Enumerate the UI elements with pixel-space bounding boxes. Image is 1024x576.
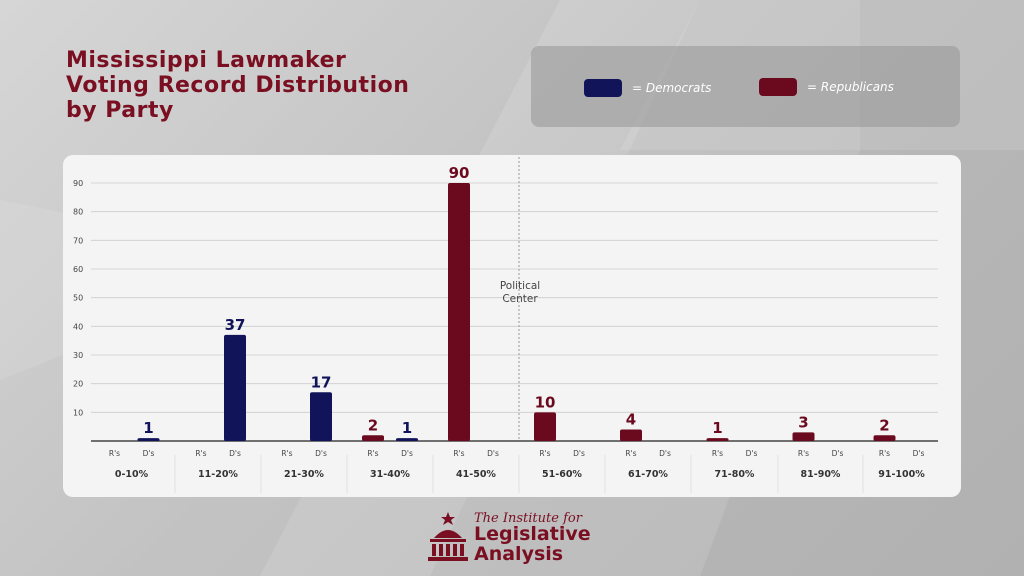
bar-democrats (137, 438, 160, 441)
data-label: 17 (311, 373, 332, 391)
y-tick-label: 20 (73, 380, 83, 389)
bar-republicans (534, 412, 556, 441)
legend-swatch-democrats (584, 79, 622, 97)
bar-republicans (706, 438, 729, 441)
sub-label-democrats: D's (487, 449, 499, 458)
category-label: 81-90% (801, 469, 841, 480)
y-tick-label: 70 (73, 236, 83, 245)
category-label: 91-100% (878, 469, 925, 480)
category-label: 21-30% (284, 469, 324, 480)
sub-label-republicans: R's (281, 449, 292, 458)
sub-label-democrats: D's (315, 449, 327, 458)
legend-label-democrats: = Democrats (632, 81, 712, 95)
category-label: 41-50% (456, 469, 496, 480)
sub-label-republicans: R's (109, 449, 120, 458)
sub-label-democrats: D's (143, 449, 155, 458)
data-label: 2 (879, 416, 889, 434)
sub-label-democrats: D's (832, 449, 844, 458)
sub-label-democrats: D's (746, 449, 758, 458)
data-label: 3 (798, 413, 808, 431)
political-center-annotation: Center (502, 293, 538, 305)
bar-republicans (792, 432, 815, 441)
sub-label-democrats: D's (659, 449, 671, 458)
y-tick-label: 50 (73, 294, 83, 303)
bar-democrats (310, 392, 332, 441)
bar-republicans (448, 183, 470, 441)
chart-legend: = Democrats = Republicans (531, 46, 960, 127)
y-tick-label: 60 (73, 265, 83, 274)
category-label: 11-20% (198, 469, 238, 480)
y-tick-label: 90 (73, 179, 83, 188)
sub-label-democrats: D's (913, 449, 925, 458)
data-label: 2 (368, 416, 378, 434)
data-label: 1 (402, 419, 412, 437)
legend-item-republicans: = Republicans (759, 78, 894, 96)
bar-republicans (873, 435, 896, 441)
y-tick-label: 80 (73, 208, 83, 217)
data-label: 1 (712, 419, 722, 437)
sub-label-republicans: R's (453, 449, 464, 458)
legend-swatch-republicans (759, 78, 797, 96)
category-label: 0-10% (115, 469, 149, 480)
political-center-annotation: Political (500, 280, 540, 292)
data-label: 37 (225, 316, 246, 334)
data-label: 4 (626, 411, 636, 429)
sub-label-republicans: R's (625, 449, 636, 458)
sub-label-republicans: R's (539, 449, 550, 458)
y-tick-label: 30 (73, 351, 83, 360)
logo-text-line1: The Institute for (474, 511, 582, 526)
legend-item-democrats: = Democrats (584, 79, 711, 97)
category-label: 71-80% (715, 469, 755, 480)
sub-label-democrats: D's (401, 449, 413, 458)
footer-logo: The Institute for Legislative Analysis (426, 508, 626, 568)
sub-label-republicans: R's (879, 449, 890, 458)
bar-chart: 10 20 30 40 50 60 70 80 90 0-10% R's D's 1 11-20% R's D… (73, 157, 938, 493)
bar-republicans (620, 429, 642, 441)
sub-label-republicans: R's (367, 449, 378, 458)
page-title: Mississippi Lawmaker Voting Record Distr… (66, 48, 410, 123)
bar-democrats (224, 334, 246, 441)
category-label: 61-70% (628, 469, 668, 480)
capitol-dome-icon (428, 512, 468, 561)
sub-label-democrats: D's (229, 449, 241, 458)
bar-democrats (396, 438, 418, 441)
category-label: 31-40% (370, 469, 410, 480)
legend-label-republicans: = Republicans (807, 80, 894, 94)
bar-republicans (362, 435, 384, 441)
data-label: 10 (535, 393, 556, 411)
sub-label-republicans: R's (798, 449, 809, 458)
sub-label-republicans: R's (195, 449, 206, 458)
data-label: 1 (143, 419, 153, 437)
y-tick-label: 10 (73, 408, 83, 417)
logo-text-line2: Legislative Analysis (474, 523, 591, 565)
category-label: 51-60% (542, 469, 582, 480)
chart-panel: 10 20 30 40 50 60 70 80 90 0-10% R's D's 1 11-20% R's D… (63, 155, 961, 497)
y-tick-label: 40 (73, 322, 83, 331)
data-label: 90 (449, 164, 470, 182)
sub-label-democrats: D's (573, 449, 585, 458)
sub-label-republicans: R's (712, 449, 723, 458)
